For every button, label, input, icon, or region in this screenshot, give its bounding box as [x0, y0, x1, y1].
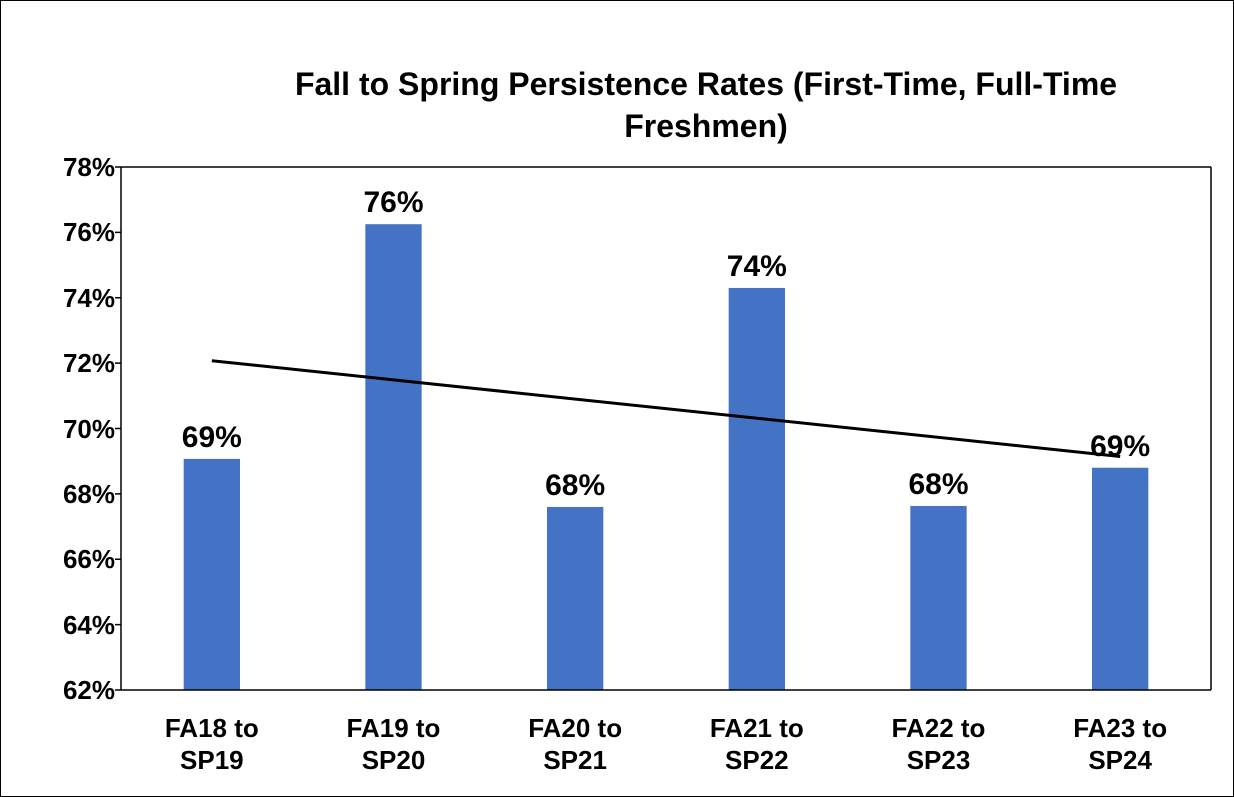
- y-tick-label: 74%: [62, 282, 115, 313]
- y-tick-label: 76%: [62, 217, 115, 248]
- data-label: 69%: [1090, 429, 1151, 463]
- bar: [183, 458, 240, 690]
- y-tick-label: 66%: [62, 544, 115, 575]
- y-tick-label: 64%: [62, 609, 115, 640]
- x-tick-label: FA23 to SP24: [1073, 713, 1168, 775]
- data-label: 69%: [181, 420, 242, 454]
- data-label: 76%: [363, 186, 424, 220]
- x-tick-label: FA22 to SP23: [891, 713, 986, 775]
- x-tick-label: FA18 to SP19: [164, 713, 259, 775]
- bar: [728, 287, 785, 690]
- y-tick-label: 78%: [62, 152, 115, 182]
- trendline: [211, 359, 1121, 458]
- bar: [910, 505, 967, 690]
- y-tick-label: 62%: [62, 675, 115, 705]
- y-tick-label: 72%: [62, 348, 115, 379]
- x-tick-label: FA19 to SP20: [346, 713, 441, 775]
- bar: [547, 506, 604, 690]
- x-tick-label: FA20 to SP21: [528, 713, 623, 775]
- bar: [365, 224, 422, 690]
- x-tick-label: FA21 to SP22: [709, 713, 804, 775]
- y-tick-label: 70%: [62, 413, 115, 444]
- data-label: 68%: [545, 468, 606, 502]
- data-label: 68%: [908, 467, 969, 501]
- y-tick-label: 68%: [62, 478, 115, 509]
- bar: [1092, 467, 1149, 690]
- data-label: 74%: [726, 249, 787, 283]
- chart-title: Fall to Spring Persistence Rates (First-…: [294, 66, 1118, 144]
